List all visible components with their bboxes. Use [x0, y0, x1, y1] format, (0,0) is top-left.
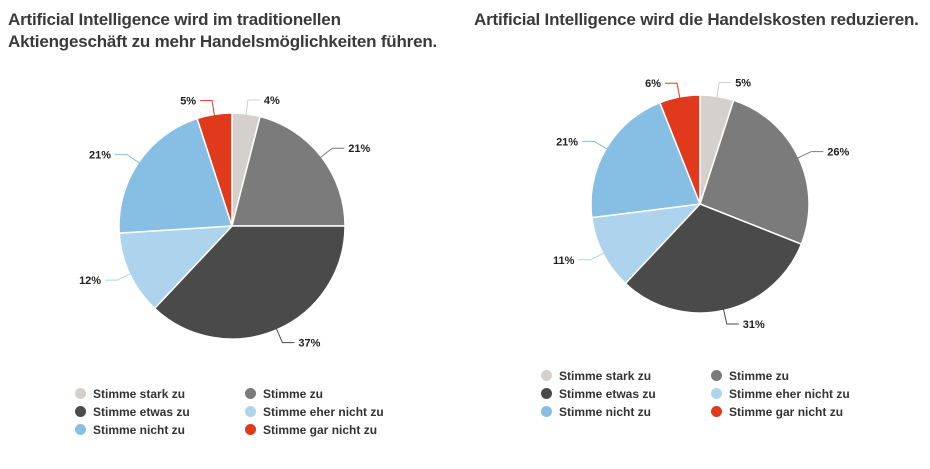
- legend-swatch: [245, 388, 256, 399]
- chart-2-label-stimme-zu: 26%: [827, 147, 849, 159]
- chart-2-label-stimme-nicht-zu: 21%: [556, 136, 578, 148]
- legend-label: Stimme zu: [729, 369, 790, 383]
- chart-1-leader-stimme-nicht-zu: [115, 154, 141, 165]
- chart-1-label-stimme-zu: 21%: [348, 143, 370, 155]
- chart-1-leader-stimme-etwas-zu: [275, 327, 295, 344]
- chart-1-title: Artificial Intelligence wird im traditio…: [8, 10, 438, 51]
- legend-swatch: [75, 388, 86, 399]
- legend-swatch: [245, 424, 256, 435]
- legend-label: Stimme zu: [263, 387, 324, 401]
- legend-label: Stimme nicht zu: [93, 423, 186, 437]
- chart-2-pie: 5% 26% 31% 11% 21% 6%: [553, 78, 850, 332]
- chart-2-leader-stimme-etwas-zu: [722, 308, 739, 325]
- legend-label: Stimme stark zu: [559, 369, 652, 383]
- legend-swatch: [541, 388, 552, 399]
- chart-2-leader-stimme-eher-nicht-zu: [578, 252, 605, 261]
- chart-2-leader-stimme-nicht-zu: [582, 140, 609, 150]
- chart-2-leader-stimme-gar-nicht-zu: [665, 82, 681, 99]
- legend-swatch: [541, 406, 552, 417]
- chart-2-label-stimme-eher-nicht-zu: 11%: [553, 255, 575, 267]
- legend-label: Stimme nicht zu: [559, 405, 652, 419]
- chart-2-label-stimme-stark-zu: 5%: [735, 78, 751, 90]
- chart-1-leader-stimme-zu: [319, 147, 345, 159]
- legend-swatch: [541, 370, 552, 381]
- chart-2-leader-stimme-stark-zu: [716, 82, 732, 99]
- legend-swatch: [245, 406, 256, 417]
- chart-1-label-stimme-etwas-zu: 37%: [298, 338, 320, 350]
- chart-2-leader-stimme-zu: [796, 151, 824, 159]
- chart-2-label-stimme-gar-nicht-zu: 6%: [645, 78, 661, 90]
- chart-1-pie: 4% 21% 37% 12% 21% 5%: [79, 95, 370, 350]
- legend-swatch: [75, 406, 86, 417]
- chart-1-leader-stimme-gar-nicht-zu: [200, 100, 216, 117]
- chart-1-leader-stimme-eher-nicht-zu: [105, 272, 132, 281]
- chart-1-label-stimme-stark-zu: 4%: [264, 95, 280, 107]
- legend-swatch: [711, 406, 722, 417]
- chart-1-label-stimme-eher-nicht-zu: 12%: [79, 275, 101, 287]
- chart-1-label-stimme-gar-nicht-zu: 5%: [180, 96, 196, 108]
- legend-label: Stimme eher nicht zu: [729, 387, 850, 401]
- legend-label: Stimme etwas zu: [559, 387, 656, 401]
- legend-label: Stimme gar nicht zu: [263, 423, 378, 437]
- legend-swatch: [711, 370, 722, 381]
- legend-label: Stimme eher nicht zu: [263, 405, 384, 419]
- chart-1: Artificial Intelligence wird im traditio…: [8, 10, 438, 437]
- chart-2-title: Artificial Intelligence wird die Handels…: [474, 10, 919, 29]
- chart-1-leader-stimme-stark-zu: [245, 99, 260, 116]
- chart-2: Artificial Intelligence wird die Handels…: [465, 0, 930, 469]
- legend-swatch: [75, 424, 86, 435]
- legend-label: Stimme etwas zu: [93, 405, 190, 419]
- chart-2-label-stimme-etwas-zu: 31%: [743, 319, 765, 331]
- chart-1-label-stimme-nicht-zu: 21%: [89, 150, 111, 162]
- legend-label: Stimme gar nicht zu: [729, 405, 844, 419]
- legend-label: Stimme stark zu: [93, 387, 186, 401]
- legend-swatch: [711, 388, 722, 399]
